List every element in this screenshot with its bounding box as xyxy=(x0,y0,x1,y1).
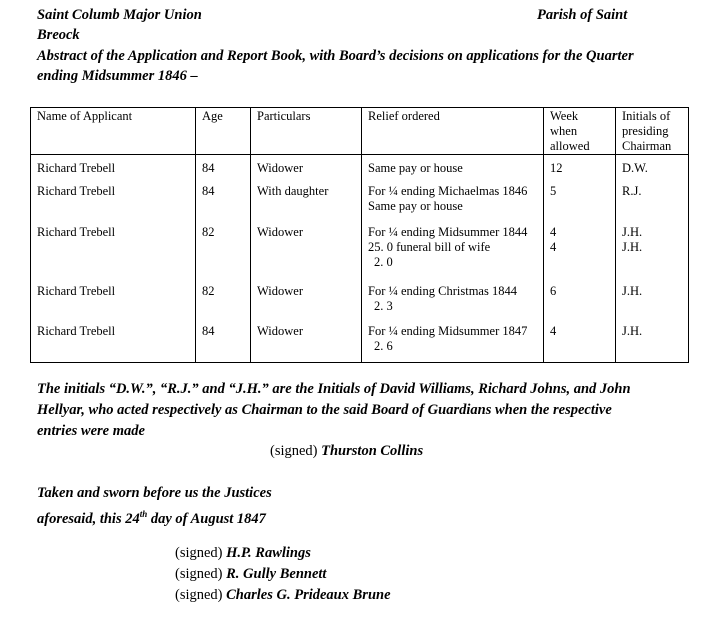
cell-relief: For ¼ ending Christmas 1844 2. 3 xyxy=(361,280,544,322)
cell-initials: J.H. J.H. xyxy=(615,222,689,281)
cell-line: 2. 3 xyxy=(374,298,393,313)
table-row: Richard Trebell 82 Widower For ¼ ending Mid… xyxy=(30,222,689,281)
document-title-continued: ending Midsummer 1846 – xyxy=(37,68,198,84)
cell-line: R.J. xyxy=(622,184,642,199)
justice-signature: (signed) H.P. Rawlings xyxy=(175,543,311,563)
column-header: Age xyxy=(195,107,251,155)
column-header: Name of Applicant xyxy=(30,107,196,155)
signed-label: (signed) xyxy=(175,566,223,582)
cell-particulars: Widower xyxy=(250,154,362,182)
cell-particulars: Widower xyxy=(250,222,362,281)
column-header: Particulars xyxy=(250,107,362,155)
column-header-line: Initials of xyxy=(622,109,671,123)
signed-label: (signed) xyxy=(270,443,318,459)
cell-line: 6 xyxy=(550,283,557,298)
sworn-date-text: aforesaid, this 24 xyxy=(37,510,140,527)
cell-age: 84 xyxy=(195,321,251,364)
cell-initials: D.W. xyxy=(615,154,689,182)
cell-name: Richard Trebell xyxy=(30,154,196,182)
table-row: Richard Trebell 84 With daughter For ¼ endi… xyxy=(30,181,689,223)
cell-week: 5 xyxy=(543,181,616,223)
cell-line: D.W. xyxy=(622,161,648,175)
sworn-statement-date: aforesaid, this 24th day of August 1847 xyxy=(37,504,266,529)
cell-week: 6 xyxy=(543,280,616,322)
cell-line: For ¼ ending Midsummer 1844 xyxy=(368,225,528,240)
cell-line: J.H. xyxy=(622,283,643,298)
justice-signature: (signed) Charles G. Prideaux Brune xyxy=(175,585,391,605)
column-header-line: when xyxy=(550,124,578,138)
cell-line: For ¼ ending Michaelmas 1846 xyxy=(368,184,528,199)
cell-relief: Same pay or house xyxy=(361,154,544,182)
cell-particulars: With daughter xyxy=(250,181,362,223)
column-header-line: allowed xyxy=(550,139,590,153)
cell-line: For ¼ ending Midsummer 1847 xyxy=(368,324,528,339)
cell-line: Same pay or house xyxy=(368,161,463,175)
cell-line: 2. 0 xyxy=(374,255,393,270)
cell-name: Richard Trebell xyxy=(30,222,196,281)
table-row: Richard Trebell 82 Widower For ¼ ending Chr… xyxy=(30,280,689,322)
justice-name: R. Gully Bennett xyxy=(226,566,327,582)
cell-age: 82 xyxy=(195,280,251,322)
cell-relief: For ¼ ending Michaelmas 1846 Same pay or … xyxy=(361,181,544,223)
cell-initials: J.H. xyxy=(615,280,689,322)
column-header: Week when allowed xyxy=(543,107,616,155)
column-header-line: presiding xyxy=(622,124,669,138)
cell-line: 2. 6 xyxy=(374,339,393,354)
document-title: Abstract of the Application and Report B… xyxy=(37,48,634,64)
cell-relief: For ¼ ending Midsummer 1847 2. 6 xyxy=(361,321,544,364)
union-name: Saint Columb Major Union xyxy=(37,7,202,23)
cell-age: 84 xyxy=(195,154,251,182)
initials-note: The initials “D.W.”, “R.J.” and “J.H.” a… xyxy=(37,381,631,397)
cell-initials: J.H. xyxy=(615,321,689,364)
justice-name: Charles G. Prideaux Brune xyxy=(226,587,391,603)
column-header-line: Chairman xyxy=(622,139,672,153)
cell-line: J.H. xyxy=(622,240,643,255)
column-header: Relief ordered xyxy=(361,107,544,155)
cell-initials: R.J. xyxy=(615,181,689,223)
cell-line: 5 xyxy=(550,184,557,199)
cell-particulars: Widower xyxy=(250,321,362,364)
cell-line: For ¼ ending Christmas 1844 xyxy=(368,283,517,298)
table-row: Richard Trebell 84 Widower For ¼ ending Mid… xyxy=(30,321,689,364)
cell-line: J.H. xyxy=(622,225,643,240)
cell-line: 4 xyxy=(550,324,557,339)
cell-age: 82 xyxy=(195,222,251,281)
signed-label: (signed) xyxy=(175,545,223,561)
parish-name-continued: Breock xyxy=(37,27,80,43)
relief-table: Name of Applicant Age Particulars Relief or… xyxy=(30,107,689,364)
cell-line: 12 xyxy=(550,161,563,175)
cell-line: Same pay or house xyxy=(368,199,463,214)
cell-line: 25. 0 funeral bill of wife xyxy=(368,240,491,255)
sworn-statement: Taken and sworn before us the Justices xyxy=(37,485,272,501)
column-header: Initials of presiding Chairman xyxy=(615,107,689,155)
initials-note-line3: entries were made xyxy=(37,423,145,439)
clerk-name: Thurston Collins xyxy=(321,443,424,459)
justice-signature: (signed) R. Gully Bennett xyxy=(175,564,326,584)
cell-week: 4 xyxy=(543,321,616,364)
cell-age: 84 xyxy=(195,181,251,223)
ordinal-suffix: th xyxy=(139,509,148,519)
table-row: Richard Trebell 84 Widower Same pay or hous… xyxy=(30,154,689,182)
cell-name: Richard Trebell xyxy=(30,181,196,223)
table-header-row: Name of Applicant Age Particulars Relief or… xyxy=(30,107,689,155)
signed-label: (signed) xyxy=(175,587,223,603)
cell-week: 12 xyxy=(543,154,616,182)
cell-line: 4 xyxy=(550,240,557,255)
justice-name: H.P. Rawlings xyxy=(226,545,311,561)
cell-line: 4 xyxy=(550,225,557,240)
clerk-signature: (signed) Thurston Collins xyxy=(270,441,423,461)
parish-name: Parish of Saint xyxy=(537,7,628,23)
cell-particulars: Widower xyxy=(250,280,362,322)
cell-line: J.H. xyxy=(622,324,643,339)
cell-relief: For ¼ ending Midsummer 1844 25. 0 funeral… xyxy=(361,222,544,281)
sworn-date-text-end: day of August 1847 xyxy=(147,510,266,527)
column-header-line: Week xyxy=(550,109,579,123)
initials-note-line2: Hellyar, who acted respectively as Chair… xyxy=(37,402,612,418)
cell-name: Richard Trebell xyxy=(30,321,196,364)
cell-name: Richard Trebell xyxy=(30,280,196,322)
